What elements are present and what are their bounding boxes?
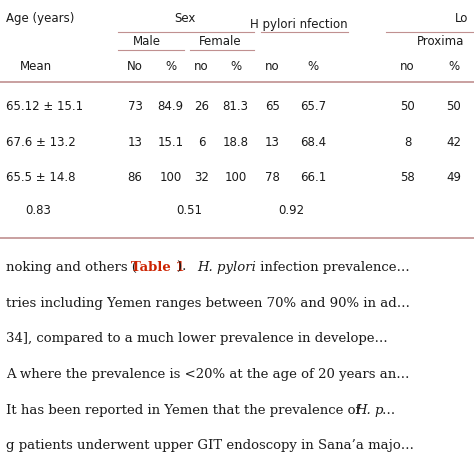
- Text: 34], compared to a much lower prevalence in develope…: 34], compared to a much lower prevalence…: [6, 332, 387, 346]
- Text: 15.1: 15.1: [157, 136, 184, 149]
- Text: 50: 50: [400, 100, 415, 113]
- Text: A where the prevalence is <20% at the age of 20 years an…: A where the prevalence is <20% at the ag…: [6, 368, 409, 381]
- Text: 73: 73: [128, 100, 143, 113]
- Text: 26: 26: [194, 100, 209, 113]
- Text: 0.83: 0.83: [25, 204, 51, 218]
- Text: 100: 100: [160, 171, 182, 184]
- Text: 68.4: 68.4: [300, 136, 326, 149]
- Text: Table 1: Table 1: [131, 261, 185, 274]
- Text: noking and others (: noking and others (: [6, 261, 137, 274]
- Text: no: no: [194, 60, 209, 73]
- Text: 100: 100: [225, 171, 246, 184]
- Text: It has been reported in Yemen that the prevalence of: It has been reported in Yemen that the p…: [6, 403, 365, 417]
- Text: 50: 50: [446, 100, 461, 113]
- Text: Sex: Sex: [174, 12, 196, 26]
- Text: 18.8: 18.8: [223, 136, 248, 149]
- Text: Male: Male: [133, 35, 161, 48]
- Text: 78: 78: [265, 171, 280, 184]
- Text: g patients underwent upper GIT endoscopy in Sana’a majo…: g patients underwent upper GIT endoscopy…: [6, 439, 414, 452]
- Text: 0.51: 0.51: [177, 204, 202, 218]
- Text: 13: 13: [128, 136, 143, 149]
- Text: 65: 65: [265, 100, 280, 113]
- Text: 32: 32: [194, 171, 209, 184]
- Text: Female: Female: [199, 35, 242, 48]
- Text: %: %: [230, 60, 241, 73]
- Text: infection prevalence…: infection prevalence…: [256, 261, 410, 274]
- Text: H pylori nfection: H pylori nfection: [250, 18, 347, 31]
- Text: 42: 42: [446, 136, 461, 149]
- Text: 0.92: 0.92: [278, 204, 305, 218]
- Text: no: no: [265, 60, 280, 73]
- Text: H. p: H. p: [356, 403, 384, 417]
- Text: 8: 8: [404, 136, 411, 149]
- Text: 67.6 ± 13.2: 67.6 ± 13.2: [6, 136, 75, 149]
- Text: 58: 58: [400, 171, 415, 184]
- Text: 6: 6: [198, 136, 205, 149]
- Text: 81.3: 81.3: [223, 100, 248, 113]
- Text: 86: 86: [128, 171, 143, 184]
- Text: no: no: [401, 60, 415, 73]
- Text: 13: 13: [265, 136, 280, 149]
- Text: ).: ).: [177, 261, 191, 274]
- Text: Mean: Mean: [19, 60, 52, 73]
- Text: %: %: [448, 60, 459, 73]
- Text: 66.1: 66.1: [300, 171, 326, 184]
- Text: 84.9: 84.9: [157, 100, 184, 113]
- Text: H. pylori: H. pylori: [197, 261, 256, 274]
- Text: Age (years): Age (years): [6, 12, 74, 26]
- Text: 65.5 ± 14.8: 65.5 ± 14.8: [6, 171, 75, 184]
- Text: tries including Yemen ranges between 70% and 90% in ad…: tries including Yemen ranges between 70%…: [6, 297, 410, 310]
- Text: 65.12 ± 15.1: 65.12 ± 15.1: [6, 100, 83, 113]
- Text: 65.7: 65.7: [300, 100, 326, 113]
- Text: No: No: [127, 60, 143, 73]
- Text: %: %: [165, 60, 176, 73]
- Text: Proxima: Proxima: [417, 35, 465, 48]
- Text: Lo: Lo: [455, 12, 468, 26]
- Text: …: …: [382, 403, 395, 417]
- Text: %: %: [307, 60, 319, 73]
- Text: 49: 49: [446, 171, 461, 184]
